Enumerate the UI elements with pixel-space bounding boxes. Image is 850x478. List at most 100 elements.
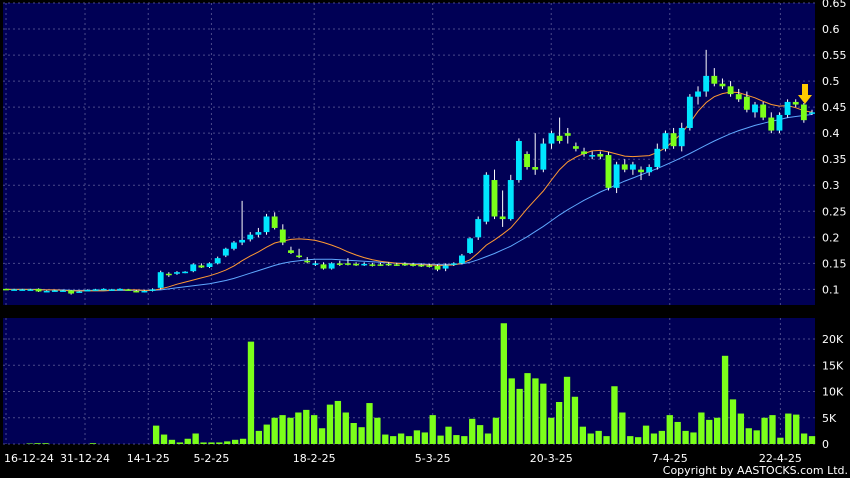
candle [629, 161, 636, 175]
candle-body [279, 229, 286, 243]
volume-bar [492, 417, 500, 444]
volume-bar [168, 439, 176, 444]
candle-body [401, 263, 408, 266]
candle-body [345, 263, 351, 265]
candle-body [239, 239, 246, 243]
volume-bar [769, 415, 776, 444]
volume-bar [587, 433, 594, 444]
price-tick-label: 0.6 [822, 23, 840, 36]
candle [752, 101, 758, 118]
candle-body [336, 263, 343, 265]
candle [450, 262, 457, 266]
volume-bar [390, 436, 397, 444]
candle [809, 109, 815, 115]
candle [51, 289, 58, 292]
candle-body [165, 273, 172, 276]
volume-bar [500, 323, 507, 444]
candle [92, 288, 99, 291]
candle [19, 288, 26, 291]
volume-bar [445, 426, 452, 444]
candle [670, 127, 677, 149]
volume-bar [793, 414, 800, 444]
candle-body [19, 289, 26, 291]
candle-body [117, 288, 123, 291]
volume-bar [216, 442, 223, 444]
candle-body [312, 263, 319, 265]
candle [760, 101, 767, 121]
candle [377, 262, 384, 266]
candle-body [678, 127, 685, 147]
candle-body [255, 232, 262, 235]
candle-body [572, 146, 579, 149]
volume-bar [295, 412, 302, 444]
candle [727, 81, 734, 97]
candle [434, 264, 441, 272]
candle-body [35, 288, 42, 292]
volume-bar [548, 417, 555, 444]
candle [117, 288, 123, 291]
candle-body [393, 264, 400, 266]
candle [125, 288, 132, 291]
candle [60, 289, 66, 292]
candle [43, 290, 50, 293]
price-tick-label: 0.15 [822, 257, 847, 270]
candle-body [434, 265, 441, 270]
volume-bar [508, 378, 515, 444]
candle [467, 237, 473, 254]
candle-body [100, 288, 107, 291]
volume-bar [413, 430, 421, 444]
candle-body [288, 250, 294, 253]
volume-bar [303, 409, 310, 444]
volume-bar [366, 403, 373, 444]
candle-body [27, 289, 34, 291]
volume-bar [634, 437, 642, 444]
volume-bar [405, 436, 413, 444]
candle [475, 216, 482, 240]
candle-body [605, 155, 612, 188]
volume-bar [571, 396, 579, 444]
candle [678, 122, 685, 152]
candle [800, 102, 807, 123]
volume-bar [619, 412, 626, 444]
volume-bar [800, 433, 808, 444]
candle [108, 288, 115, 291]
candle [613, 161, 620, 194]
volume-tick-label: 0 [822, 438, 829, 451]
candle-body [174, 272, 180, 274]
volume-bar [469, 418, 476, 444]
candle [711, 68, 718, 87]
candle [426, 263, 433, 268]
candle [719, 78, 726, 89]
candle [646, 164, 653, 176]
candle [410, 262, 417, 267]
volume-bar [714, 417, 721, 444]
candle [206, 262, 213, 269]
volume-bar [382, 434, 389, 444]
candle [442, 263, 449, 272]
candle-body [743, 96, 750, 110]
volume-bar [208, 442, 215, 444]
price-tick-label: 0.5 [822, 75, 840, 88]
price-plot-area [3, 3, 815, 305]
x-tick-label: 7-4-25 [652, 452, 688, 465]
x-tick-label: 20-3-25 [530, 452, 573, 465]
candles [3, 49, 815, 295]
candle-body [182, 271, 189, 274]
volume-bar [761, 417, 768, 444]
candle-body [385, 263, 392, 266]
volume-bar [777, 437, 784, 444]
candle-body [418, 264, 425, 267]
volume-bar [563, 376, 571, 444]
price-grid [3, 2, 815, 305]
candle [239, 200, 246, 246]
candle-body [426, 265, 433, 267]
x-axis: 16-12-24 31-12-24 14-1-25 5-2-25 18-2-25 5-3-… [4, 452, 802, 465]
candle [182, 271, 189, 274]
candle-body [296, 255, 303, 258]
candle [589, 151, 596, 160]
candle [572, 142, 579, 152]
candle [507, 174, 514, 221]
candle-body [703, 75, 710, 92]
x-tick-label: 31-12-24 [60, 452, 110, 465]
candle [768, 112, 775, 134]
